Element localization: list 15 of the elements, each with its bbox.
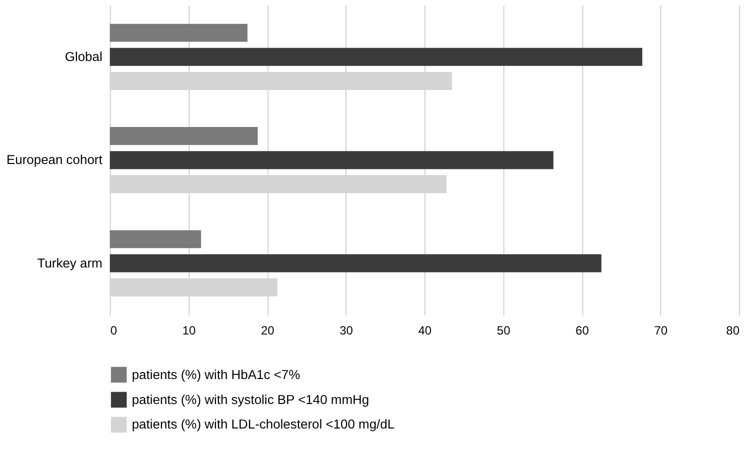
x-tick-label: 40 (418, 323, 432, 338)
x-tick-label: 20 (260, 323, 275, 338)
x-tick-label: 50 (496, 323, 511, 338)
y-tick-label: Turkey arm (37, 255, 102, 270)
x-tick-label: 70 (654, 323, 668, 338)
legend-label: patients (%) with LDL-cholesterol <100 mg/dL (132, 416, 395, 432)
legend-label: patients (%) with systolic BP <140 mmHg (132, 392, 370, 407)
x-tick-label: 80 (726, 323, 740, 338)
x-tick-label: 10 (182, 323, 196, 338)
x-tick-label: 0 (110, 323, 118, 338)
x-tick-label: 30 (340, 323, 354, 338)
y-tick-label: European cohort (6, 152, 103, 168)
legend-label: patients (%) with HbA1c <7% (132, 366, 301, 382)
y-tick-label: Global (64, 48, 102, 64)
x-tick-label: 60 (576, 323, 590, 338)
